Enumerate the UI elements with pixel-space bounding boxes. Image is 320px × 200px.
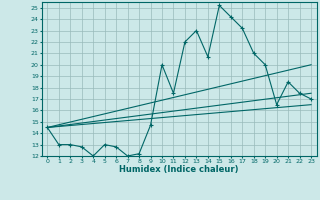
- X-axis label: Humidex (Indice chaleur): Humidex (Indice chaleur): [119, 165, 239, 174]
